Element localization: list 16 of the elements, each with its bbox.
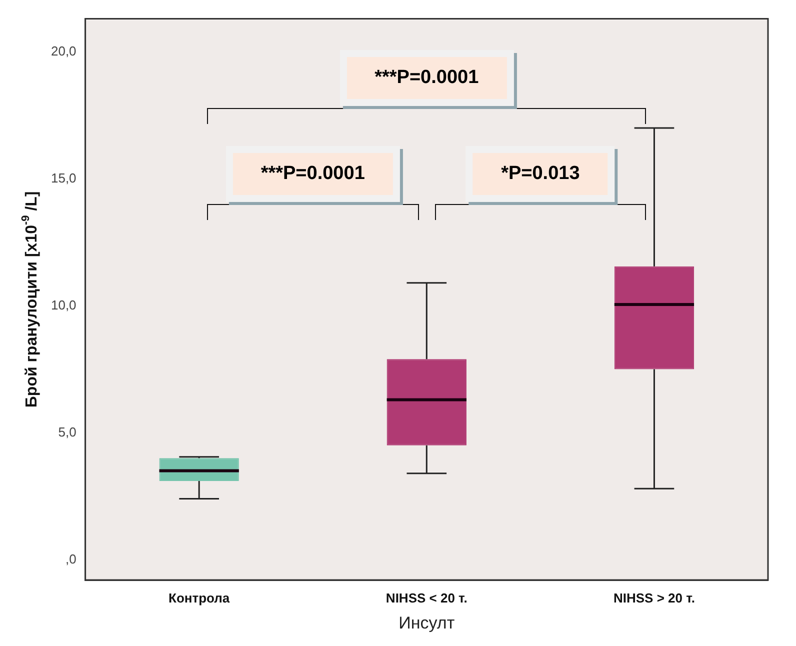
y-tick-label: 20,0 xyxy=(50,43,76,58)
x-axis-title: Инсулт xyxy=(398,613,455,632)
note-box: *P=0.013 xyxy=(466,146,615,202)
annotation: ***P=0.0001 xyxy=(346,56,507,99)
y-tick-label: 10,0 xyxy=(50,297,76,312)
y-tick-label: ,0 xyxy=(65,551,76,566)
annotation: *P=0.013 xyxy=(473,153,608,196)
x-tick-label: Контрола xyxy=(168,590,230,606)
annotation: ***P=0.0001 xyxy=(232,153,393,196)
x-tick-label: NIHSS > 20 т. xyxy=(613,590,695,606)
y-axis-title: Брой гранулоцити [x10-9 /L] xyxy=(20,191,40,408)
y-tick-label: 5,0 xyxy=(58,424,76,440)
y-tick-label: 15,0 xyxy=(50,170,76,186)
note-box: ***P=0.0001 xyxy=(226,146,400,202)
note-box: ***P=0.0001 xyxy=(340,50,514,106)
x-tick-label: NIHSS < 20 т. xyxy=(386,590,468,606)
